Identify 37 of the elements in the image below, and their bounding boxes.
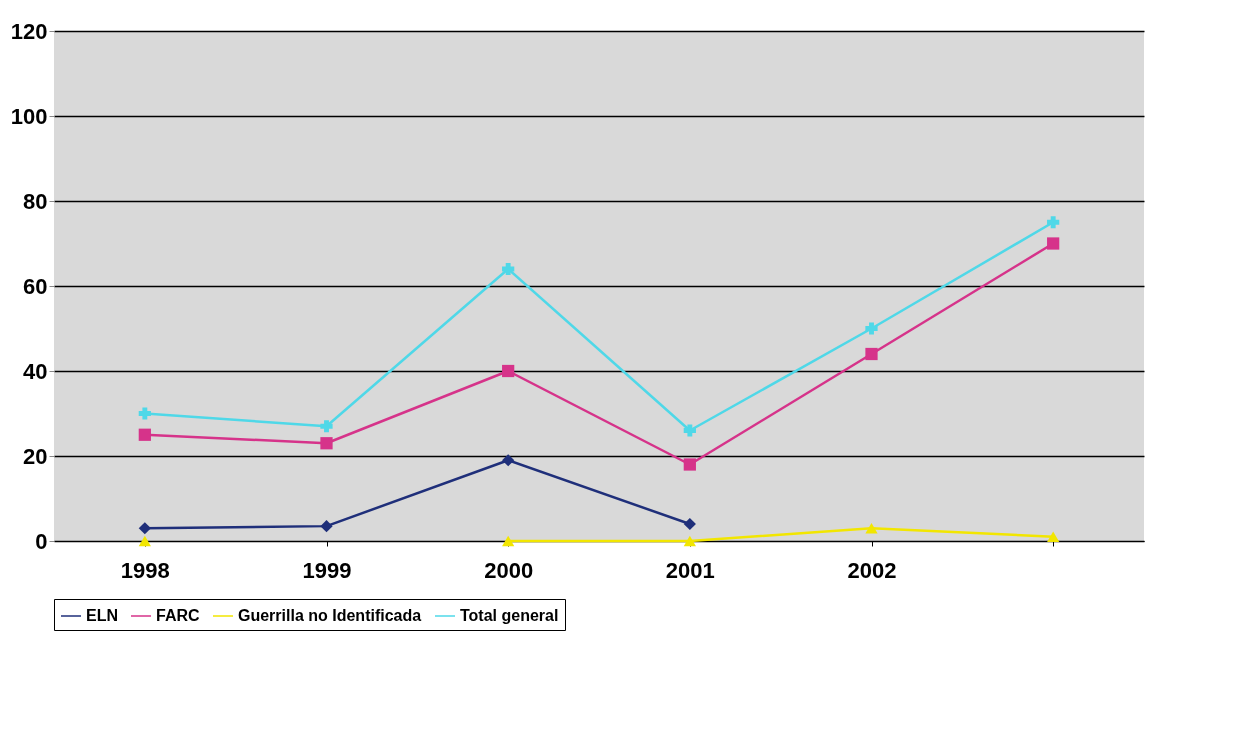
- point: [865, 347, 878, 361]
- y-tick-label: 20: [23, 443, 48, 469]
- x-tick-label: 1998: [120, 557, 170, 583]
- point: [502, 364, 515, 378]
- point: [138, 428, 151, 441]
- legend-label: Total general: [460, 607, 559, 624]
- y-tick-label: 100: [10, 103, 48, 129]
- legend-label: FARC: [156, 607, 200, 624]
- point: [683, 535, 696, 547]
- point: [683, 458, 696, 471]
- y-tick-label: 60: [23, 273, 48, 299]
- point: [320, 437, 333, 450]
- y-tick-label: 40: [23, 358, 48, 384]
- point: [138, 522, 151, 535]
- point: [683, 517, 696, 531]
- point: [683, 424, 696, 437]
- legend-label: Guerrilla no Identificada: [238, 607, 422, 624]
- point: [865, 522, 878, 534]
- x-tick-label: 2000: [484, 557, 534, 583]
- point: [1047, 531, 1060, 543]
- point: [138, 407, 151, 420]
- point: [320, 420, 333, 433]
- point: [1047, 237, 1060, 250]
- legend-label: ELN: [86, 607, 118, 624]
- point: [320, 520, 333, 533]
- point: [138, 535, 151, 547]
- y-tick-label: 80: [23, 188, 48, 214]
- point: [502, 454, 515, 467]
- point: [502, 535, 515, 547]
- x-tick-label: 2001: [665, 557, 715, 583]
- point: [502, 262, 515, 276]
- y-tick-label: 120: [10, 18, 48, 44]
- point: [865, 322, 878, 335]
- x-tick-label: 2002: [847, 557, 897, 583]
- y-tick-label: 0: [35, 528, 48, 554]
- x-tick-label: 1999: [302, 557, 352, 583]
- point: [1047, 216, 1060, 229]
